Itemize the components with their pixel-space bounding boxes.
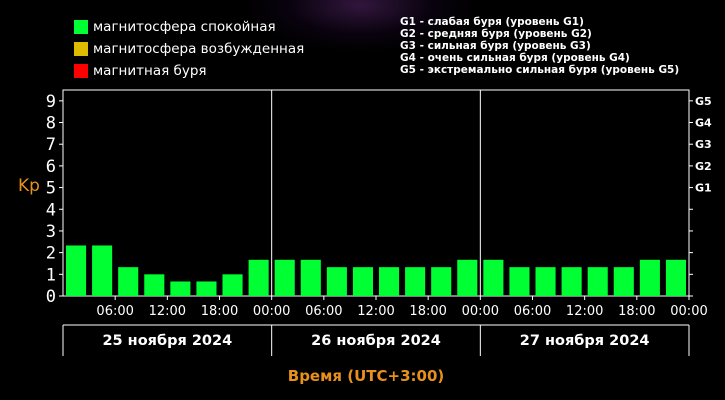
chart-bars [66,245,686,296]
x-tick-label: 12:00 [149,304,186,319]
legend-item-disturbed: магнитосфера возбужденная [74,38,304,60]
kp-bar [613,267,634,296]
kp-bar [639,259,660,296]
kp-bar [170,281,191,296]
x-tick-label: 18:00 [409,304,446,319]
kp-bar [300,259,321,296]
kp-bar [274,259,295,296]
legend-swatch-disturbed [74,42,88,56]
g-level-label: G1 [695,182,712,195]
g-level-label: G4 [695,117,712,130]
x-tick-label: 06:00 [305,304,342,319]
x-tick-label: 18:00 [618,304,655,319]
g-level-label: G5 [695,95,712,108]
x-tick-label: 06:00 [514,304,551,319]
kp-bar [92,245,113,296]
legend-item-storm: магнитная буря [74,60,304,82]
x-tick-label: 12:00 [566,304,603,319]
y-tick-label: 3 [46,222,56,242]
kp-bar [431,267,452,296]
kp-bar [483,259,504,296]
y-axis-label: Kp [18,176,40,196]
kp-bar [196,281,217,296]
x-tick-label: 06:00 [96,304,133,319]
legend-item-quiet: магнитосфера спокойная [74,16,304,38]
kp-bar [509,267,530,296]
kp-bar [118,267,139,296]
y-tick-label: 0 [46,287,56,307]
storm-level-g3: G3 - сильная буря (уровень G3) [400,40,591,52]
kp-bar [248,259,269,296]
storm-level-g1: G1 - слабая буря (уровень G1) [400,16,584,28]
kp-bar [379,267,400,296]
legend-label-storm: магнитная буря [93,63,207,79]
kp-bar [665,259,686,296]
legend: магнитосфера спокойная магнитосфера возб… [74,16,304,82]
kp-bar [144,274,165,296]
day-label: 26 ноября 2024 [311,333,441,349]
x-tick-label: 00:00 [670,304,707,319]
y-tick-label: 2 [46,244,56,264]
storm-level-legend: G1 - слабая буря (уровень G1) G2 - средн… [400,16,679,76]
g-level-label: G2 [695,160,712,173]
legend-swatch-storm [74,64,88,78]
kp-bar [66,245,87,296]
legend-label-quiet: магнитосфера спокойная [93,19,276,35]
y-tick-label: 7 [46,135,56,155]
y-tick-label: 4 [46,200,56,220]
legend-swatch-quiet [74,20,88,34]
kp-bar [326,267,347,296]
day-label: 27 ноября 2024 [520,333,650,349]
kp-bar [535,267,556,296]
x-axis-label: Время (UTC+3:00) [288,367,444,385]
kp-bar [405,267,426,296]
y-tick-label: 5 [46,179,56,199]
chart-axes [62,89,690,356]
kp-bar [222,274,243,296]
day-label: 25 ноября 2024 [102,333,232,349]
y-tick-label: 9 [46,92,56,112]
y-tick-label: 8 [46,114,56,134]
y-tick-label: 6 [46,157,56,177]
storm-level-g5: G5 - экстремально сильная буря (уровень … [400,64,680,76]
plot-frame [62,89,690,297]
g-level-label: G3 [695,138,712,151]
x-tick-label: 00:00 [253,304,290,319]
x-tick-label: 12:00 [357,304,394,319]
kp-bar [457,259,478,296]
kp-bar [587,267,608,296]
storm-level-g2: G2 - средняя буря (уровень G2) [400,28,592,40]
kp-bar [352,267,373,296]
y-tick-label: 1 [46,265,56,285]
x-tick-label: 00:00 [462,304,499,319]
kp-bar [561,267,582,296]
x-tick-label: 18:00 [201,304,238,319]
storm-level-g4: G4 - очень сильная буря (уровень G4) [400,52,630,64]
legend-label-disturbed: магнитосфера возбужденная [93,41,305,57]
